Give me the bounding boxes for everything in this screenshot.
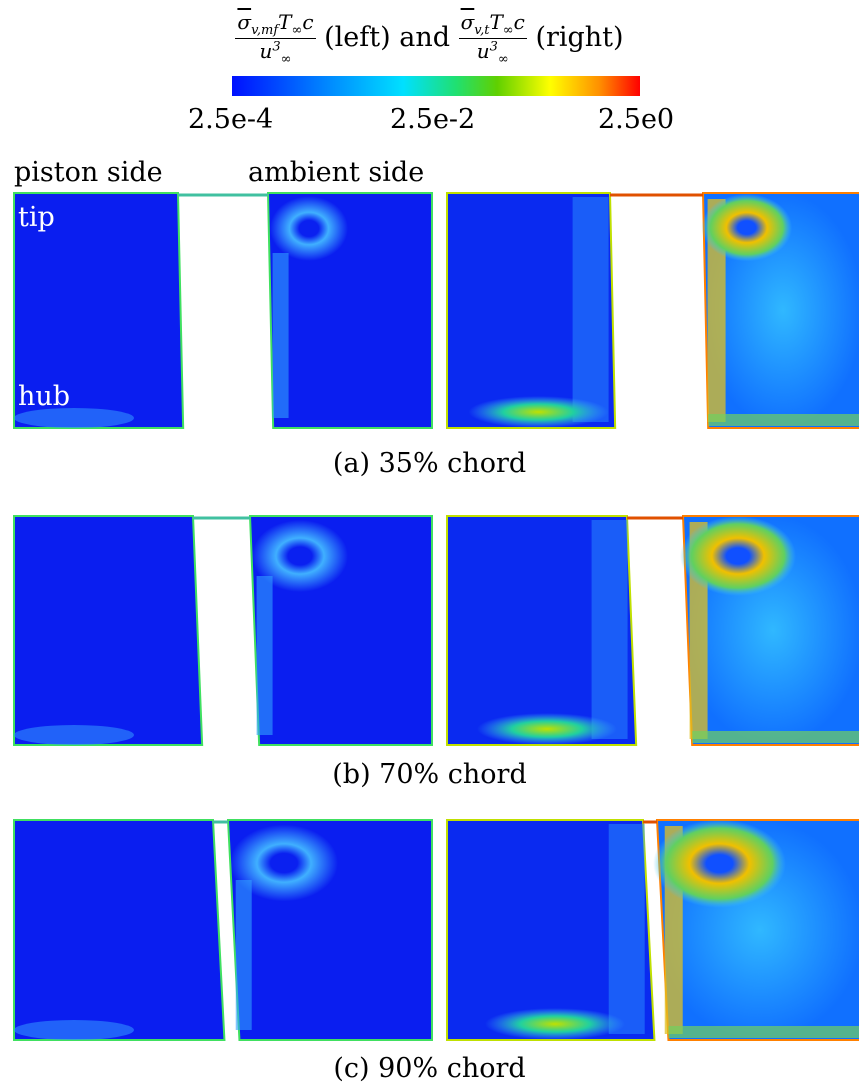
vortex — [701, 194, 792, 261]
vortex — [270, 196, 348, 261]
contour-block — [14, 516, 202, 745]
wall-layer — [236, 880, 252, 1030]
wall-layer — [257, 576, 273, 735]
hub-layer — [14, 725, 134, 745]
figure: σv,mfT∞cu3∞ (left) and σv,tT∞cu3∞ (right… — [0, 0, 859, 1092]
subscript: ∞ — [292, 23, 303, 38]
symbol: T — [489, 10, 502, 34]
hub-layer — [485, 1008, 625, 1040]
colorbar-tick-label: 2.5e-4 — [188, 104, 273, 135]
hub-layer — [692, 731, 859, 743]
colorbar-tick-label: 2.5e0 — [598, 104, 674, 135]
hub-layer — [708, 414, 859, 426]
wall-layer — [273, 253, 289, 418]
hub-layer — [469, 396, 609, 428]
side-label: piston side — [14, 157, 163, 188]
symbol: T — [278, 10, 291, 34]
hub-layer — [14, 1020, 134, 1040]
symbol: c — [302, 10, 313, 34]
wall-layer — [592, 520, 628, 739]
superscript: 3 — [272, 39, 280, 54]
colorbar-tick-label: 2.5e-2 — [390, 104, 475, 135]
subscript: v,mf — [251, 23, 278, 38]
superscript: 3 — [490, 39, 498, 54]
subscript: ∞ — [281, 52, 292, 67]
symbol: u — [259, 39, 272, 63]
symbol: u — [477, 39, 490, 63]
hub-label: hub — [18, 381, 70, 412]
subscript: v,t — [474, 23, 489, 38]
vortex — [680, 516, 796, 596]
symbol: σ — [237, 10, 251, 34]
hub-layer — [477, 713, 617, 745]
colorbar — [232, 76, 640, 96]
contour-block — [14, 820, 224, 1040]
wall-layer — [573, 197, 609, 422]
hub-layer — [668, 1026, 859, 1038]
panel-caption: (c) 90% chord — [0, 1053, 859, 1084]
side-label: ambient side — [248, 157, 424, 188]
symbol: σ — [461, 10, 475, 34]
subscript: ∞ — [503, 23, 514, 38]
wall-layer — [609, 824, 645, 1034]
note: (left) and — [324, 22, 450, 53]
panel-caption: (a) 35% chord — [0, 448, 859, 479]
subscript: ∞ — [498, 52, 509, 67]
vortex — [653, 819, 786, 907]
symbol: c — [514, 10, 525, 34]
tip-label: tip — [18, 202, 55, 233]
panel-caption: (b) 70% chord — [0, 759, 859, 790]
note: (right) — [535, 22, 623, 53]
